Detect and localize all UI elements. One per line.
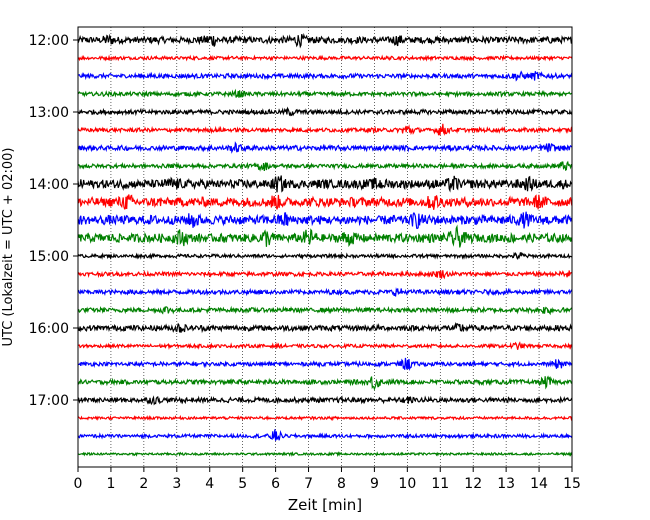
- trace-line: [77, 54, 573, 62]
- trace-line: [77, 269, 573, 280]
- trace-line: [77, 175, 573, 193]
- x-tick-label: 6: [271, 476, 280, 492]
- x-tick-label: 11: [431, 476, 449, 492]
- trace-line: [77, 160, 573, 172]
- x-tick-label: 5: [238, 476, 247, 492]
- x-tick-label: 12: [464, 476, 482, 492]
- trace-line: [77, 211, 573, 230]
- x-axis-label: Zeit [min]: [288, 496, 362, 514]
- y-tick-label: 13:00: [29, 105, 69, 121]
- vertical-gridlines: [110, 27, 540, 467]
- x-tick-label: 13: [497, 476, 515, 492]
- x-tick-label: 9: [370, 476, 379, 492]
- trace-line: [77, 141, 573, 154]
- y-tick-label: 15:00: [29, 249, 69, 265]
- trace-line: [77, 287, 573, 297]
- x-tick-label: 14: [530, 476, 548, 492]
- x-tick-label: 0: [74, 476, 83, 492]
- trace-line: [77, 70, 573, 82]
- x-tick-label: 2: [139, 476, 148, 492]
- x-tick-label: 3: [172, 476, 181, 492]
- y-tick-label: 14:00: [29, 177, 69, 193]
- trace-line: [77, 375, 573, 391]
- x-tick-label: 8: [337, 476, 346, 492]
- y-tick-label: 17:00: [29, 393, 69, 409]
- y-axis-label: UTC (Lokalzeit = UTC + 02:00): [1, 148, 16, 347]
- x-axis: 0 1 2 3 4 5 6 7 8 9 10 11 12 13 14 15: [74, 467, 581, 492]
- x-tick-label: 7: [304, 476, 313, 492]
- x-tick-label: 4: [205, 476, 214, 492]
- trace-line: [77, 194, 573, 210]
- x-tick-label: 10: [398, 476, 416, 492]
- trace-line: [77, 414, 573, 422]
- trace-line: [77, 321, 573, 334]
- trace-line: [78, 305, 573, 316]
- trace-line: [77, 357, 573, 371]
- trace-line: [77, 106, 573, 117]
- trace-line: [77, 224, 573, 248]
- trace-line: [77, 429, 573, 441]
- trace-line: [77, 341, 573, 351]
- x-tick-label: 1: [106, 476, 115, 492]
- trace-line: [77, 395, 573, 406]
- plot-frame: [77, 26, 573, 468]
- trace-line: [77, 88, 573, 99]
- x-tick-label: 15: [563, 476, 581, 492]
- y-axis: 12:00 13:00 14:00 15:00 16:00 17:00: [29, 33, 78, 409]
- trace-line: [77, 451, 573, 457]
- trace-line: [77, 123, 573, 136]
- y-tick-label: 16:00: [29, 321, 69, 337]
- trace-layer: [77, 32, 573, 457]
- trace-line: [77, 32, 573, 49]
- y-tick-label: 12:00: [29, 33, 69, 49]
- trace-line: [77, 251, 573, 260]
